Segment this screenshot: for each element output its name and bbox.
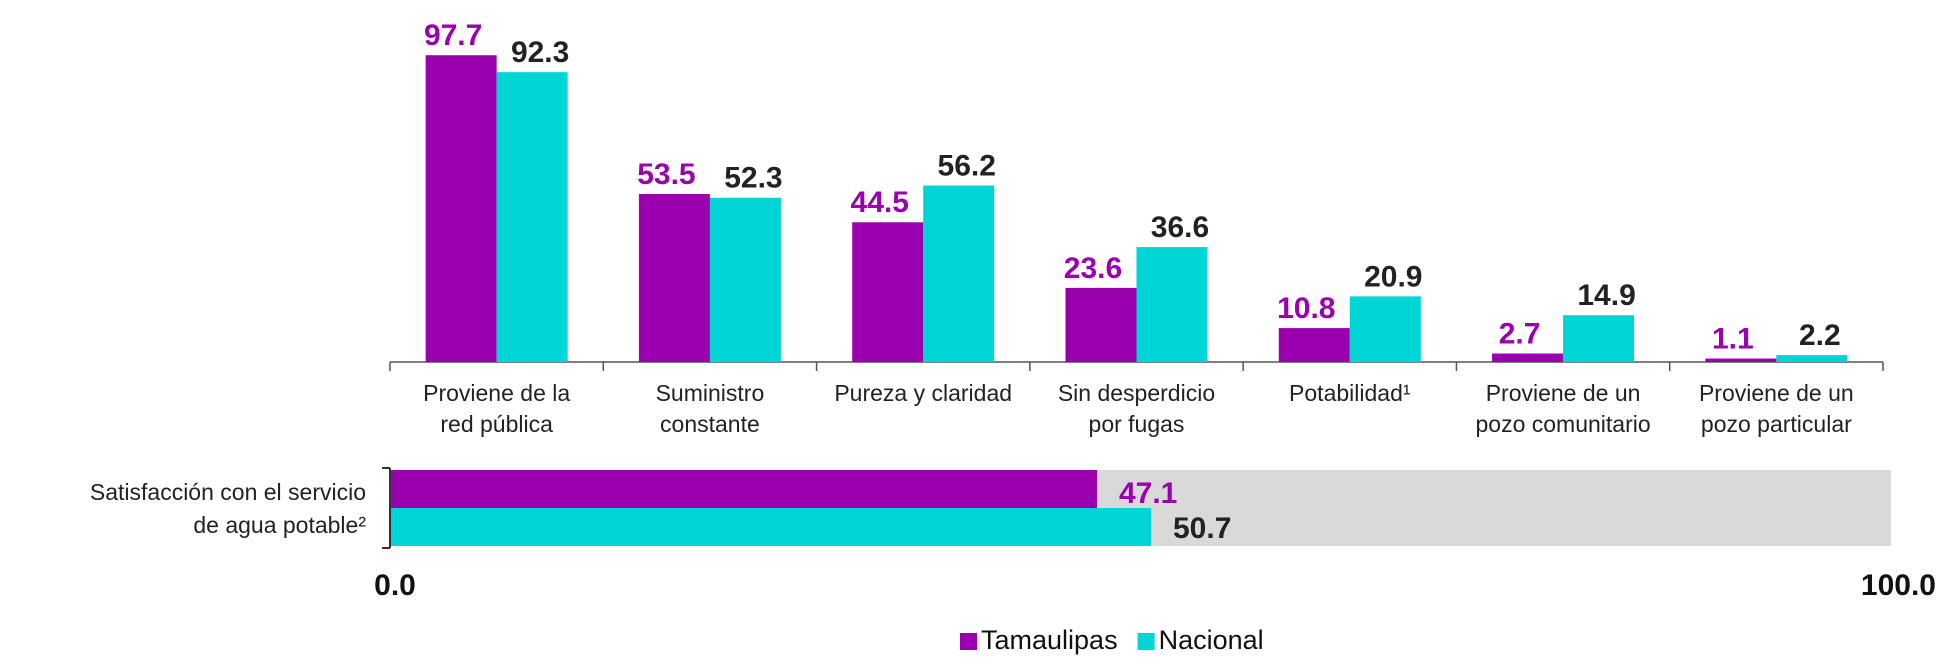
legend-swatch	[1137, 633, 1155, 650]
bar	[1705, 358, 1777, 362]
value-label: 92.3	[511, 36, 569, 69]
value-label: 53.5	[637, 158, 695, 191]
x-tick-label: Pureza y claridad	[834, 380, 1013, 406]
value-label: 97.7	[424, 19, 482, 52]
bar	[1136, 247, 1208, 362]
x-tick-label: Sin desperdicio por fugas	[1057, 380, 1216, 437]
value-label: 1.1	[1712, 322, 1754, 355]
x-tick-label: Proviene de un pozo comunitario	[1475, 380, 1651, 437]
bar	[1065, 287, 1137, 362]
x-tick-label: 0.0	[374, 569, 416, 602]
bar	[1349, 296, 1421, 362]
bar	[1563, 315, 1635, 362]
value-label: 36.6	[1151, 211, 1209, 244]
x-tick-label: Suministro constante	[655, 380, 765, 437]
bar	[1278, 328, 1350, 362]
bar	[390, 508, 1152, 546]
bar	[425, 55, 497, 363]
bar	[709, 197, 781, 362]
bar	[1776, 355, 1848, 362]
bar	[390, 470, 1097, 508]
value-label: 10.8	[1277, 292, 1335, 325]
x-tick-label: Potabilidad¹	[1289, 380, 1411, 406]
value-label: 2.7	[1499, 317, 1541, 350]
value-label: 2.2	[1799, 319, 1841, 352]
y-tick-label: Satisfacción con el servicio de agua pot…	[89, 479, 366, 538]
bar	[496, 72, 568, 362]
legend-label: Nacional	[1159, 625, 1264, 655]
value-label: 56.2	[938, 149, 996, 182]
value-label: 50.7	[1173, 512, 1231, 545]
value-label: 47.1	[1119, 477, 1177, 510]
bar	[638, 194, 710, 362]
x-tick-label: Proviene de un pozo particular	[1698, 380, 1854, 437]
x-tick-label: 100.0	[1861, 569, 1936, 602]
bar	[1492, 353, 1564, 362]
x-tick-label: Proviene de la red pública	[423, 380, 571, 437]
legend-label: Tamaulipas	[981, 625, 1118, 655]
legend-swatch	[960, 633, 977, 650]
value-label: 20.9	[1364, 260, 1422, 293]
bar	[852, 222, 924, 362]
value-label: 44.5	[851, 186, 909, 219]
value-label: 14.9	[1577, 279, 1635, 312]
value-label: 23.6	[1064, 252, 1122, 285]
value-label: 52.3	[724, 162, 782, 195]
bar	[923, 185, 995, 362]
